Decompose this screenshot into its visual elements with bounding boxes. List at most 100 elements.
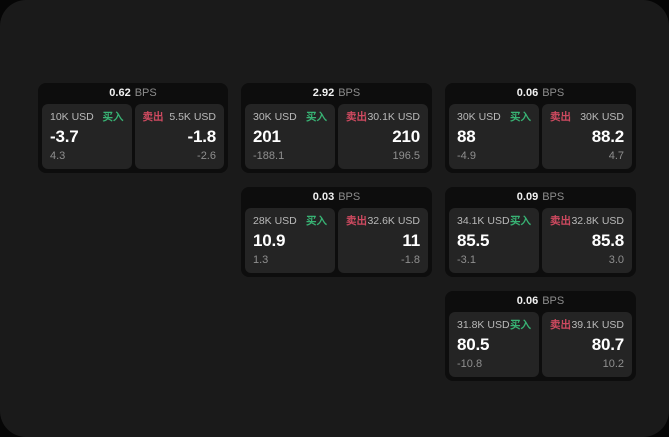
buy-size: 34.1K USD [457, 215, 510, 227]
buy-price: -3.7 [50, 127, 79, 146]
buy-side-label: 买入 [306, 111, 327, 123]
bps-value: 0.09 [516, 191, 539, 203]
buy-change: 1.3 [253, 254, 269, 266]
sell-quote-tile[interactable]: 卖出 30.1K USD 210 196.5 [338, 104, 428, 169]
bps-unit: BPS [338, 87, 361, 99]
buy-change: -4.9 [457, 150, 476, 162]
buy-side-label: 买入 [510, 111, 531, 123]
quote-tiles: 28K USD 买入 10.9 1.3 卖出 32.6K USD 11 -1.8 [245, 208, 428, 273]
bps-unit: BPS [338, 191, 361, 203]
sell-quote-tile[interactable]: 卖出 32.6K USD 11 -1.8 [338, 208, 428, 273]
sell-price: 85.8 [591, 231, 624, 250]
sell-quote-tile[interactable]: 卖出 39.1K USD 80.7 10.2 [542, 312, 632, 377]
buy-change: 4.3 [50, 150, 66, 162]
spread-card: 0.09 BPS 34.1K USD 买入 85.5 -3.1 卖出 32.8K… [445, 187, 636, 277]
sell-price: 11 [402, 231, 420, 250]
bps-header: 0.06 BPS [449, 291, 632, 312]
buy-price: 85.5 [457, 231, 490, 250]
bps-unit: BPS [542, 295, 565, 307]
bps-header: 0.62 BPS [42, 83, 224, 104]
buy-change: -3.1 [457, 254, 476, 266]
quote-tiles: 31.8K USD 买入 80.5 -10.8 卖出 39.1K USD 80.… [449, 312, 632, 377]
spread-card: 0.06 BPS 31.8K USD 买入 80.5 -10.8 卖出 39.1… [445, 291, 636, 381]
sell-side-label: 卖出 [346, 215, 367, 227]
sell-change: 4.7 [608, 150, 624, 162]
spread-card-grid: 0.62 BPS 10K USD 买入 -3.7 4.3 卖出 5.5K USD [38, 83, 636, 381]
quote-tiles: 10K USD 买入 -3.7 4.3 卖出 5.5K USD -1.8 -2.… [42, 104, 224, 169]
buy-size: 30K USD [253, 111, 297, 123]
buy-side-label: 买入 [510, 319, 531, 331]
bps-value: 0.06 [516, 87, 539, 99]
buy-quote-tile[interactable]: 30K USD 买入 88 -4.9 [449, 104, 539, 169]
sell-size: 5.5K USD [169, 111, 216, 123]
sell-change: -2.6 [197, 150, 216, 162]
sell-size: 30K USD [580, 111, 624, 123]
bps-header: 2.92 BPS [245, 83, 428, 104]
buy-quote-tile[interactable]: 34.1K USD 买入 85.5 -3.1 [449, 208, 539, 273]
buy-change: -188.1 [253, 150, 285, 162]
sell-quote-tile[interactable]: 卖出 5.5K USD -1.8 -2.6 [134, 104, 224, 169]
sell-tile-top: 卖出 5.5K USD [143, 111, 217, 124]
quote-tiles: 30K USD 买入 88 -4.9 卖出 30K USD 88.2 4.7 [449, 104, 632, 169]
spread-card: 0.62 BPS 10K USD 买入 -3.7 4.3 卖出 5.5K USD [38, 83, 228, 173]
sell-price: 88.2 [591, 127, 624, 146]
quote-tiles: 30K USD 买入 201 -188.1 卖出 30.1K USD 210 1… [245, 104, 428, 169]
spread-card: 0.03 BPS 28K USD 买入 10.9 1.3 卖出 32.6K US… [241, 187, 432, 277]
bps-value: 0.62 [109, 87, 131, 99]
bps-unit: BPS [134, 87, 157, 99]
buy-size: 30K USD [457, 111, 501, 123]
sell-tile-top: 卖出 30K USD [550, 111, 624, 124]
sell-change: 3.0 [608, 254, 624, 266]
sell-side-label: 卖出 [346, 111, 367, 123]
buy-change: -10.8 [457, 358, 483, 370]
buy-size: 31.8K USD [457, 319, 510, 331]
buy-quote-tile[interactable]: 31.8K USD 买入 80.5 -10.8 [449, 312, 539, 377]
buy-price: 201 [253, 127, 281, 146]
buy-quote-tile[interactable]: 10K USD 买入 -3.7 4.3 [42, 104, 132, 169]
buy-quote-tile[interactable]: 28K USD 买入 10.9 1.3 [245, 208, 335, 273]
sell-price: 210 [392, 127, 420, 146]
sell-quote-tile[interactable]: 卖出 30K USD 88.2 4.7 [542, 104, 632, 169]
buy-tile-top: 30K USD 买入 [457, 111, 531, 124]
bps-value: 0.06 [516, 295, 539, 307]
buy-tile-top: 10K USD 买入 [50, 111, 124, 124]
quote-tiles: 34.1K USD 买入 85.5 -3.1 卖出 32.8K USD 85.8… [449, 208, 632, 273]
sell-quote-tile[interactable]: 卖出 32.8K USD 85.8 3.0 [542, 208, 632, 273]
sell-side-label: 卖出 [550, 215, 571, 227]
buy-side-label: 买入 [510, 215, 531, 227]
buy-size: 10K USD [50, 111, 94, 123]
sell-size: 32.6K USD [367, 215, 420, 227]
buy-quote-tile[interactable]: 30K USD 买入 201 -188.1 [245, 104, 335, 169]
bps-value: 0.03 [312, 191, 335, 203]
sell-size: 39.1K USD [571, 319, 624, 331]
spread-card: 2.92 BPS 30K USD 买入 201 -188.1 卖出 30.1K … [241, 83, 432, 173]
buy-tile-top: 34.1K USD 买入 [457, 215, 531, 228]
bps-header: 0.03 BPS [245, 187, 428, 208]
sell-side-label: 卖出 [550, 111, 571, 123]
spread-card: 0.06 BPS 30K USD 买入 88 -4.9 卖出 30K USD [445, 83, 636, 173]
sell-change: 10.2 [602, 358, 624, 370]
buy-side-label: 买入 [306, 215, 327, 227]
sell-side-label: 卖出 [142, 111, 164, 123]
sell-price: -1.8 [187, 127, 217, 146]
sell-size: 32.8K USD [571, 215, 624, 227]
sell-tile-top: 卖出 32.6K USD [346, 215, 420, 228]
sell-price: 80.7 [591, 335, 624, 354]
bps-unit: BPS [542, 87, 565, 99]
sell-side-label: 卖出 [550, 319, 571, 331]
sell-change: -1.8 [401, 254, 420, 266]
sell-size: 30.1K USD [367, 111, 420, 123]
bps-unit: BPS [542, 191, 565, 203]
bps-header: 0.06 BPS [449, 83, 632, 104]
buy-price: 80.5 [457, 335, 490, 354]
sell-tile-top: 卖出 30.1K USD [346, 111, 420, 124]
bps-value: 2.92 [312, 87, 335, 99]
bps-header: 0.09 BPS [449, 187, 632, 208]
buy-size: 28K USD [253, 215, 297, 227]
sell-tile-top: 卖出 39.1K USD [550, 319, 624, 332]
buy-price: 88 [457, 127, 476, 146]
buy-tile-top: 30K USD 买入 [253, 111, 327, 124]
buy-tile-top: 28K USD 买入 [253, 215, 327, 228]
buy-price: 10.9 [253, 231, 286, 250]
